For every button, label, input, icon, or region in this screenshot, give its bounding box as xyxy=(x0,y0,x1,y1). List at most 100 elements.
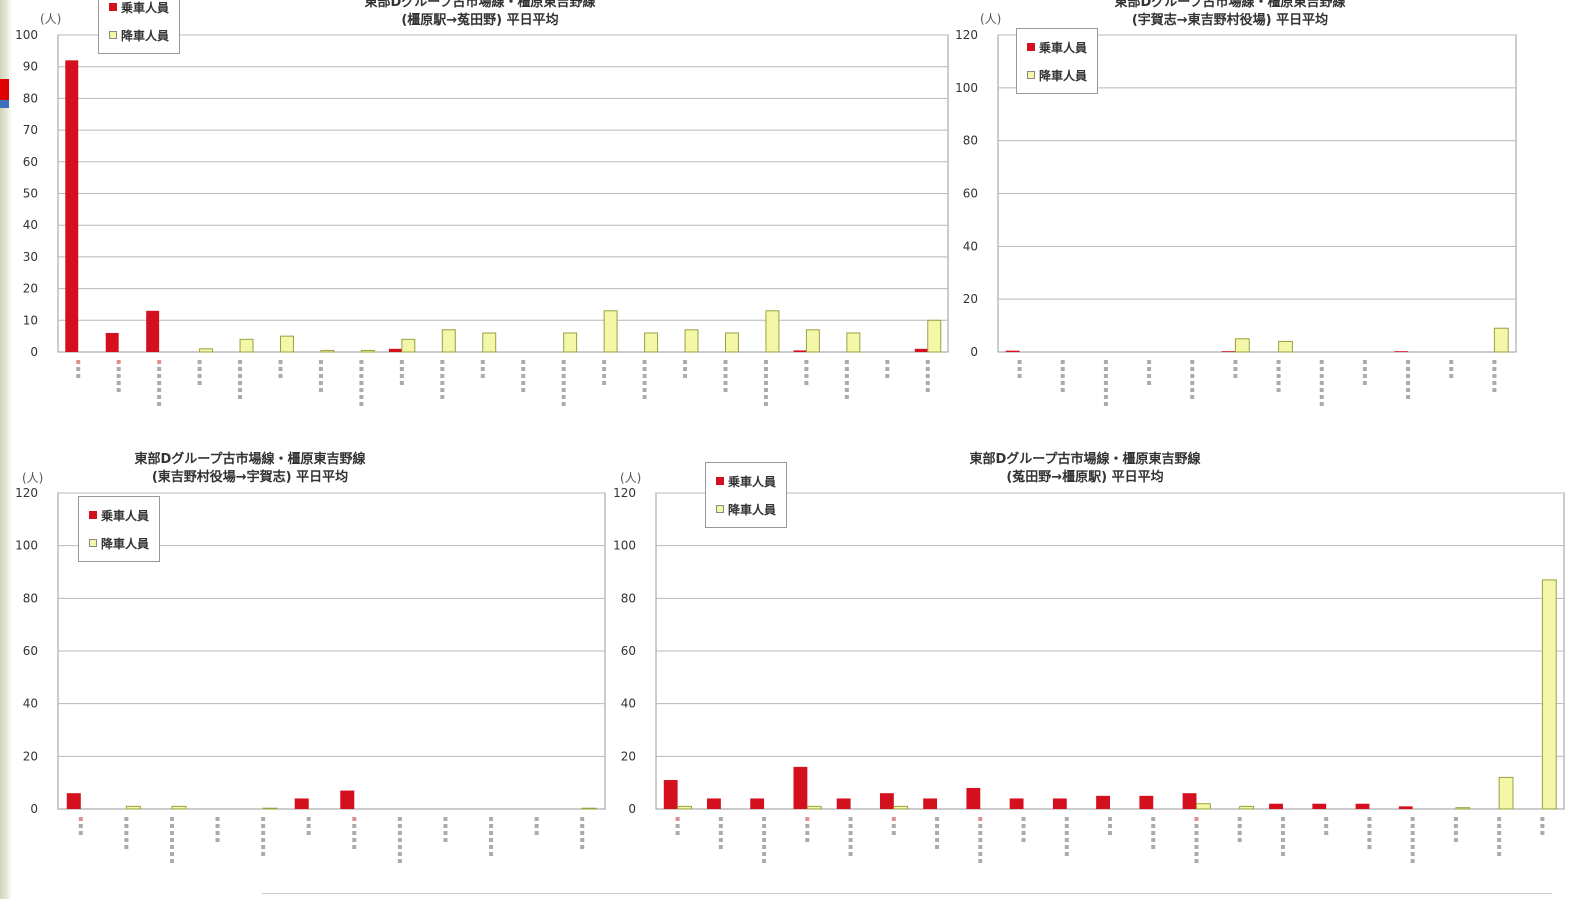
bar-boarding xyxy=(294,798,309,809)
x-tick-label xyxy=(1497,817,1502,856)
x-tick-glyph xyxy=(978,852,983,856)
legend-alighting: 降車人員 xyxy=(1027,61,1087,89)
chart-4-unit: (人) xyxy=(620,471,642,485)
x-tick-label xyxy=(1233,360,1238,378)
x-tick-label xyxy=(1367,817,1372,849)
x-tick-glyph xyxy=(124,838,129,842)
chart-1-subtitle: (橿原駅→菟田野) 平日平均 xyxy=(401,13,559,28)
x-tick-glyph xyxy=(978,845,983,849)
x-tick-label xyxy=(78,817,83,835)
x-tick-glyph xyxy=(848,852,853,856)
x-tick-label xyxy=(278,360,283,378)
x-tick-label xyxy=(885,360,890,378)
x-tick-glyph xyxy=(1410,859,1415,863)
x-tick-glyph xyxy=(848,824,853,828)
x-tick-label xyxy=(440,360,445,399)
x-tick-glyph xyxy=(359,367,364,371)
x-tick-glyph xyxy=(397,831,402,835)
x-tick-glyph xyxy=(580,817,585,821)
x-tick-glyph xyxy=(1103,360,1108,364)
bar-boarding xyxy=(879,793,894,809)
x-tick-glyph xyxy=(443,831,448,835)
x-tick-glyph xyxy=(76,360,81,364)
x-tick-glyph xyxy=(1319,388,1324,392)
x-tick-glyph xyxy=(1410,831,1415,835)
x-tick-glyph xyxy=(844,374,849,378)
x-tick-glyph xyxy=(1237,817,1242,821)
bar-alighting xyxy=(1234,338,1250,353)
x-tick-glyph xyxy=(318,381,323,385)
x-tick-glyph xyxy=(925,367,930,371)
x-tick-glyph xyxy=(763,367,768,371)
x-tick-glyph xyxy=(762,852,767,856)
bar-alighting xyxy=(927,319,942,353)
x-tick-glyph xyxy=(1151,831,1156,835)
y-tick-label: 20 xyxy=(963,292,978,306)
bar-alighting xyxy=(725,332,739,353)
x-tick-glyph xyxy=(215,831,220,835)
y-tick-label: 100 xyxy=(15,28,38,42)
x-tick-glyph xyxy=(1190,395,1195,399)
x-tick-glyph xyxy=(723,360,728,364)
bar-boarding xyxy=(914,348,928,352)
x-tick-glyph xyxy=(935,824,940,828)
bar-alighting xyxy=(239,338,254,353)
x-tick-glyph xyxy=(440,367,445,371)
x-tick-glyph xyxy=(978,859,983,863)
x-tick-glyph xyxy=(580,831,585,835)
x-tick-glyph xyxy=(1362,381,1367,385)
bar-alighting xyxy=(684,329,699,353)
x-tick-label xyxy=(683,360,688,378)
x-tick-glyph xyxy=(935,838,940,842)
chart-1-title-block: 東部Dグループ古市場線・橿原東吉野線 (橿原駅→菟田野) 平日平均 xyxy=(330,0,630,30)
x-tick-glyph xyxy=(1449,360,1454,364)
x-tick-glyph xyxy=(891,817,896,821)
x-tick-label xyxy=(1151,817,1156,849)
bar-alighting xyxy=(765,310,780,353)
x-tick-glyph xyxy=(762,817,767,821)
x-tick-glyph xyxy=(1151,845,1156,849)
x-tick-glyph xyxy=(359,402,364,406)
x-tick-glyph xyxy=(718,824,723,828)
bar-boarding xyxy=(105,332,119,352)
x-tick-glyph xyxy=(683,374,688,378)
x-tick-glyph xyxy=(489,817,494,821)
x-tick-glyph xyxy=(480,374,485,378)
x-tick-glyph xyxy=(642,360,647,364)
x-tick-label xyxy=(261,817,266,856)
x-tick-glyph xyxy=(359,388,364,392)
x-tick-glyph xyxy=(580,845,585,849)
chart-1-svg: 0 10 20 30 40 50 60 70 80 90 100 xyxy=(15,28,949,406)
x-tick-glyph xyxy=(278,360,283,364)
bar-boarding xyxy=(1005,350,1020,352)
x-tick-glyph xyxy=(306,817,311,821)
legend-boarding: 乗車人員 xyxy=(1027,33,1087,61)
x-tick-glyph xyxy=(804,367,809,371)
x-tick-glyph xyxy=(534,824,539,828)
x-tick-glyph xyxy=(602,381,607,385)
x-tick-glyph xyxy=(399,374,404,378)
x-tick-glyph xyxy=(1017,360,1022,364)
x-tick-glyph xyxy=(844,395,849,399)
x-tick-glyph xyxy=(602,374,607,378)
bar-alighting xyxy=(846,332,861,353)
x-tick-glyph xyxy=(1324,817,1329,821)
x-tick-glyph xyxy=(683,367,688,371)
x-tick-glyph xyxy=(440,374,445,378)
x-tick-glyph xyxy=(1367,817,1372,821)
x-tick-glyph xyxy=(1540,831,1545,835)
y-tick-label: 40 xyxy=(23,218,38,232)
bar-alighting xyxy=(806,805,822,810)
bar-boarding xyxy=(836,798,851,809)
bar-alighting xyxy=(805,329,820,353)
bar-boarding xyxy=(146,310,160,352)
x-tick-glyph xyxy=(1190,388,1195,392)
y-tick-label: 100 xyxy=(955,81,978,95)
y-tick-label: 100 xyxy=(15,539,38,553)
x-tick-glyph xyxy=(261,824,266,828)
y-tick-label: 80 xyxy=(621,591,636,605)
x-tick-glyph xyxy=(1410,817,1415,821)
x-tick-glyph xyxy=(238,381,243,385)
x-tick-glyph xyxy=(642,381,647,385)
bar-boarding xyxy=(1139,795,1154,809)
